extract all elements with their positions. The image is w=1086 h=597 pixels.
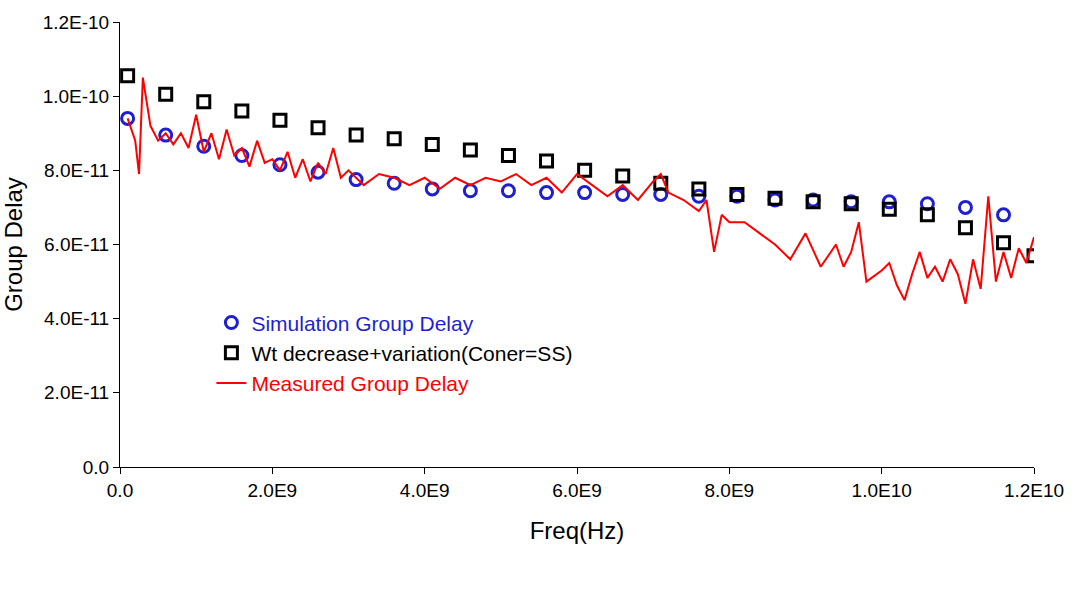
svg-text:Group Delay: Group Delay <box>0 177 27 312</box>
svg-text:6.0E-11: 6.0E-11 <box>44 234 109 255</box>
svg-text:1.2E10: 1.2E10 <box>1004 480 1064 501</box>
svg-text:0.0: 0.0 <box>83 457 109 478</box>
svg-text:Freq(Hz): Freq(Hz) <box>530 517 625 544</box>
svg-text:2.0E-11: 2.0E-11 <box>44 382 109 403</box>
svg-text:Simulation Group Delay: Simulation Group Delay <box>251 312 473 335</box>
svg-text:6.0E9: 6.0E9 <box>552 480 602 501</box>
svg-text:1.0E-10: 1.0E-10 <box>43 86 110 107</box>
svg-text:8.0E-11: 8.0E-11 <box>44 160 109 181</box>
svg-text:2.0E9: 2.0E9 <box>248 480 298 501</box>
svg-text:1.2E-10: 1.2E-10 <box>43 12 110 33</box>
svg-text:0.0: 0.0 <box>107 480 133 501</box>
svg-text:Wt decrease+variation(Coner=SS: Wt decrease+variation(Coner=SS) <box>251 342 572 365</box>
svg-text:Measured Group Delay: Measured Group Delay <box>251 372 469 395</box>
svg-text:1.0E10: 1.0E10 <box>852 480 912 501</box>
svg-text:8.0E9: 8.0E9 <box>705 480 755 501</box>
svg-text:4.0E-11: 4.0E-11 <box>44 308 109 329</box>
svg-text:4.0E9: 4.0E9 <box>400 480 450 501</box>
